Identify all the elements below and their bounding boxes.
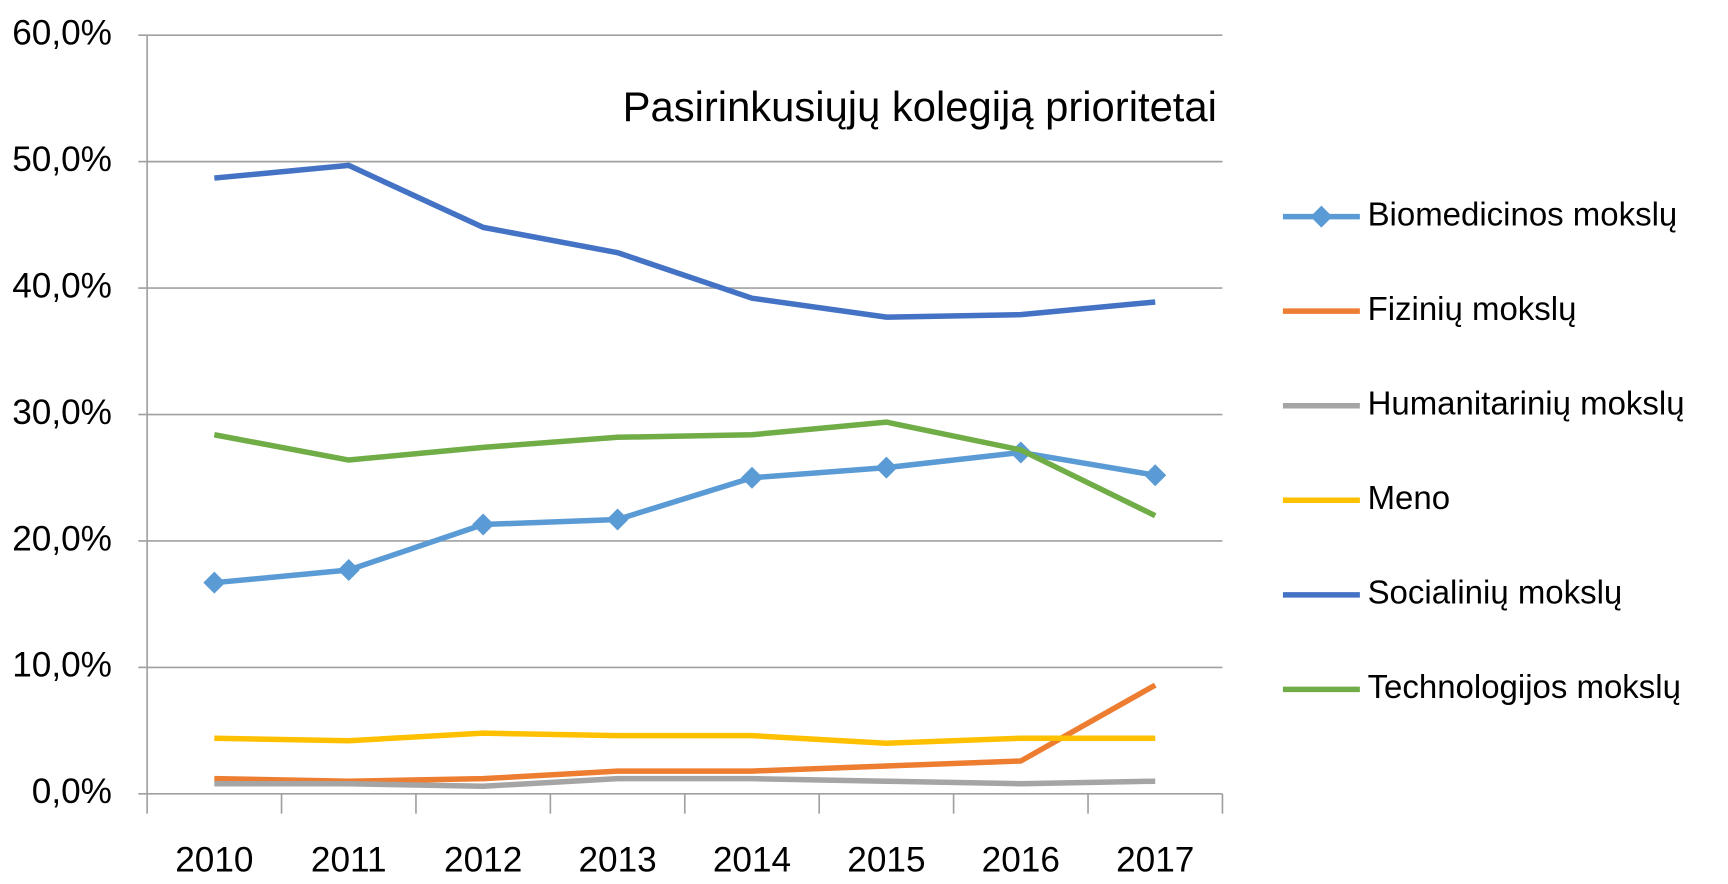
x-tick-label: 2013 xyxy=(578,840,656,879)
series-line xyxy=(214,682,1157,784)
series-line xyxy=(214,162,1156,320)
legend-label: Humanitarinių mokslų xyxy=(1368,384,1685,421)
legend-label: Biomedicinos mokslų xyxy=(1368,195,1678,232)
y-tick-label: 0,0% xyxy=(32,772,112,811)
chart-title: Pasirinkusiųjų kolegiją prioritetai xyxy=(623,83,1217,130)
x-tick-label: 2012 xyxy=(444,840,522,879)
legend-marker xyxy=(1310,205,1333,228)
y-tick-label: 30,0% xyxy=(12,393,112,432)
series-marker xyxy=(1144,464,1167,487)
series-marker xyxy=(606,508,629,531)
legend-label: Technologijos mokslų xyxy=(1368,668,1681,705)
x-tick-label: 2016 xyxy=(982,840,1060,879)
y-tick-label: 10,0% xyxy=(12,646,112,685)
x-tick-label: 2015 xyxy=(847,840,925,879)
series-marker xyxy=(472,513,495,536)
x-tick-label: 2011 xyxy=(311,840,387,879)
y-tick-label: 60,0% xyxy=(12,13,112,52)
series-marker xyxy=(337,559,360,582)
x-tick-label: 2010 xyxy=(175,840,253,879)
x-tick-label: 2017 xyxy=(1116,840,1194,879)
series-line xyxy=(214,449,1156,586)
y-tick-label: 20,0% xyxy=(12,519,112,558)
y-tick-label: 50,0% xyxy=(12,140,112,179)
series-marker xyxy=(740,466,763,489)
legend-label: Socialinių mokslų xyxy=(1368,574,1623,611)
series-marker xyxy=(875,456,898,479)
legend-label: Meno xyxy=(1368,479,1450,516)
x-tick-label: 2014 xyxy=(713,840,791,879)
y-tick-label: 40,0% xyxy=(12,266,112,305)
series-line xyxy=(213,419,1157,519)
series-line xyxy=(214,730,1156,747)
series-marker xyxy=(203,571,226,594)
legend-label: Fizinių mokslų xyxy=(1368,290,1577,327)
series-line xyxy=(214,775,1156,790)
